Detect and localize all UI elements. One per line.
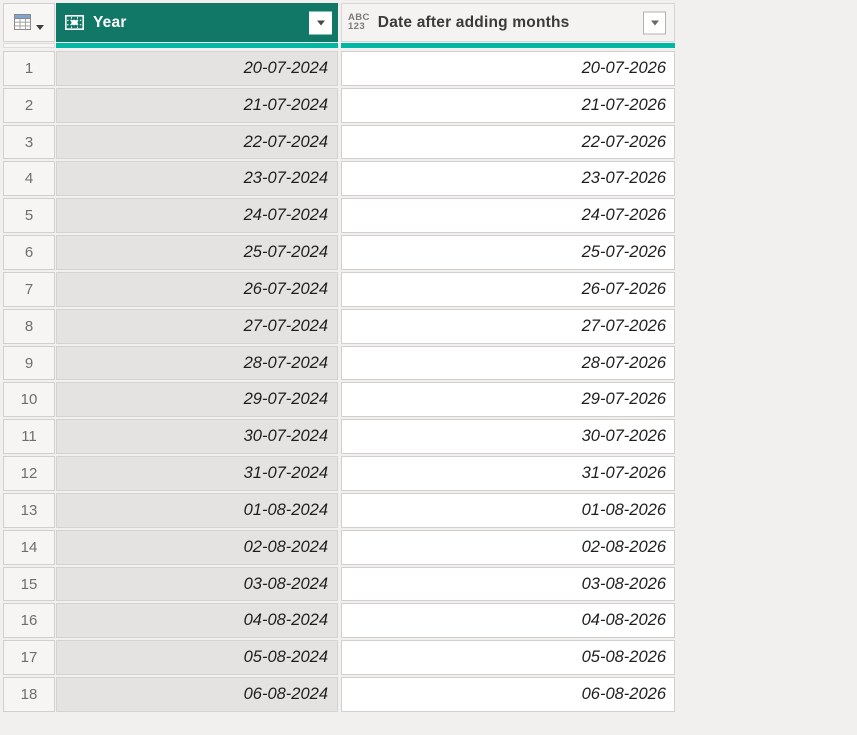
column-header-date-after-adding-months[interactable]: ABC 123 Date after adding months <box>341 3 675 42</box>
table-row: 1 20-07-2024 20-07-2026 <box>3 50 675 87</box>
year-value-cell[interactable]: 23-07-2024 <box>56 161 338 197</box>
table-row: 4 23-07-2024 23-07-2026 <box>3 160 675 197</box>
column-header-date-label: Date after adding months <box>377 13 570 31</box>
row-number-cell[interactable]: 10 <box>3 382 55 418</box>
table-row: 18 06-08-2024 06-08-2026 <box>3 676 675 713</box>
year-value-cell[interactable]: 29-07-2024 <box>56 382 338 418</box>
year-value-cell[interactable]: 30-07-2024 <box>56 419 338 455</box>
date-value-cell[interactable]: 05-08-2026 <box>341 640 675 676</box>
row-number-cell[interactable]: 13 <box>3 492 55 528</box>
row-number-cell[interactable]: 11 <box>3 419 55 455</box>
chevron-down-icon <box>316 20 325 25</box>
abc123-icon-line1: ABC <box>348 12 370 23</box>
year-quality-bar <box>56 43 338 48</box>
date-value-cell[interactable]: 02-08-2026 <box>341 529 675 565</box>
any-type-abc123-icon: ABC 123 <box>348 12 370 32</box>
year-value-cell[interactable]: 05-08-2024 <box>56 640 338 676</box>
data-preview-table: Year ABC 123 Date after adding months <box>3 3 675 713</box>
table-row: 10 29-07-2024 29-07-2026 <box>3 381 675 418</box>
year-value-cell[interactable]: 04-08-2024 <box>56 603 338 639</box>
date-value-cell[interactable]: 20-07-2026 <box>341 51 675 86</box>
year-value-cell[interactable]: 24-07-2024 <box>56 198 338 234</box>
row-number-cell[interactable]: 8 <box>3 308 55 344</box>
date-value-cell[interactable]: 26-07-2026 <box>341 271 675 307</box>
table-row: 9 28-07-2024 28-07-2026 <box>3 345 675 382</box>
year-value-cell[interactable]: 06-08-2024 <box>56 677 338 712</box>
date-value-cell[interactable]: 04-08-2026 <box>341 603 675 639</box>
date-value-cell[interactable]: 23-07-2026 <box>341 161 675 197</box>
date-value-cell[interactable]: 25-07-2026 <box>341 235 675 270</box>
year-value-cell[interactable]: 21-07-2024 <box>56 87 338 123</box>
table-rows: 1 20-07-2024 20-07-2026 2 21-07-2024 21-07-20… <box>3 50 675 713</box>
date-value-cell[interactable]: 21-07-2026 <box>341 87 675 123</box>
year-value-cell[interactable]: 28-07-2024 <box>56 345 338 381</box>
date-value-cell[interactable]: 29-07-2026 <box>341 382 675 418</box>
date-value-cell[interactable]: 03-08-2026 <box>341 566 675 602</box>
column-header-year-label: Year <box>93 13 127 31</box>
date-column-type-icon <box>65 15 84 30</box>
date-value-cell[interactable]: 31-07-2026 <box>341 456 675 491</box>
date-value-cell[interactable]: 30-07-2026 <box>341 419 675 455</box>
table-row: 12 31-07-2024 31-07-2026 <box>3 455 675 492</box>
table-row: 3 22-07-2024 22-07-2026 <box>3 124 675 161</box>
chevron-down-icon <box>650 20 659 25</box>
row-number-cell[interactable]: 14 <box>3 529 55 565</box>
table-row: 8 27-07-2024 27-07-2026 <box>3 308 675 345</box>
row-number-cell[interactable]: 3 <box>3 124 55 160</box>
row-number-cell[interactable]: 9 <box>3 345 55 381</box>
table-row: 2 21-07-2024 21-07-2026 <box>3 87 675 124</box>
year-value-cell[interactable]: 03-08-2024 <box>56 566 338 602</box>
row-number-cell[interactable]: 17 <box>3 640 55 676</box>
row-number-cell[interactable]: 15 <box>3 566 55 602</box>
year-value-cell[interactable]: 02-08-2024 <box>56 529 338 565</box>
year-value-cell[interactable]: 26-07-2024 <box>56 271 338 307</box>
date-value-cell[interactable]: 28-07-2026 <box>341 345 675 381</box>
table-row: 6 25-07-2024 25-07-2026 <box>3 234 675 271</box>
year-value-cell[interactable]: 22-07-2024 <box>56 124 338 160</box>
table-row: 7 26-07-2024 26-07-2026 <box>3 271 675 308</box>
table-row: 5 24-07-2024 24-07-2026 <box>3 197 675 234</box>
row-number-cell[interactable]: 1 <box>3 51 55 86</box>
row-number-cell[interactable]: 18 <box>3 677 55 712</box>
table-row: 15 03-08-2024 03-08-2026 <box>3 566 675 603</box>
year-value-cell[interactable]: 01-08-2024 <box>56 492 338 528</box>
table-menu-caret-icon <box>36 25 44 30</box>
row-number-cell[interactable]: 16 <box>3 603 55 639</box>
select-all-table-button[interactable] <box>3 3 55 42</box>
column-header-year[interactable]: Year <box>56 3 338 42</box>
table-row: 16 04-08-2024 04-08-2026 <box>3 602 675 639</box>
date-value-cell[interactable]: 01-08-2026 <box>341 492 675 528</box>
abc123-icon-line2: 123 <box>348 20 366 32</box>
row-number-cell[interactable]: 4 <box>3 161 55 197</box>
year-value-cell[interactable]: 20-07-2024 <box>56 51 338 86</box>
date-filter-dropdown-button[interactable] <box>643 11 666 34</box>
row-number-cell[interactable]: 6 <box>3 235 55 270</box>
column-quality-bar-row <box>3 43 675 48</box>
date-quality-bar <box>341 43 675 48</box>
date-value-cell[interactable]: 27-07-2026 <box>341 308 675 344</box>
table-row: 11 30-07-2024 30-07-2026 <box>3 418 675 455</box>
row-number-cell[interactable]: 2 <box>3 87 55 123</box>
row-number-cell[interactable]: 7 <box>3 271 55 307</box>
date-value-cell[interactable]: 24-07-2026 <box>341 198 675 234</box>
table-row: 17 05-08-2024 05-08-2026 <box>3 639 675 676</box>
table-row: 14 02-08-2024 02-08-2026 <box>3 529 675 566</box>
date-value-cell[interactable]: 06-08-2026 <box>341 677 675 712</box>
year-value-cell[interactable]: 25-07-2024 <box>56 235 338 270</box>
year-value-cell[interactable]: 27-07-2024 <box>56 308 338 344</box>
row-number-cell[interactable]: 12 <box>3 456 55 491</box>
table-icon <box>14 14 31 30</box>
row-number-cell[interactable]: 5 <box>3 198 55 234</box>
year-value-cell[interactable]: 31-07-2024 <box>56 456 338 491</box>
year-filter-dropdown-button[interactable] <box>309 11 332 34</box>
corner-quality-strip <box>3 43 55 48</box>
table-row: 13 01-08-2024 01-08-2026 <box>3 492 675 529</box>
date-value-cell[interactable]: 22-07-2026 <box>341 124 675 160</box>
header-row: Year ABC 123 Date after adding months <box>3 3 675 42</box>
